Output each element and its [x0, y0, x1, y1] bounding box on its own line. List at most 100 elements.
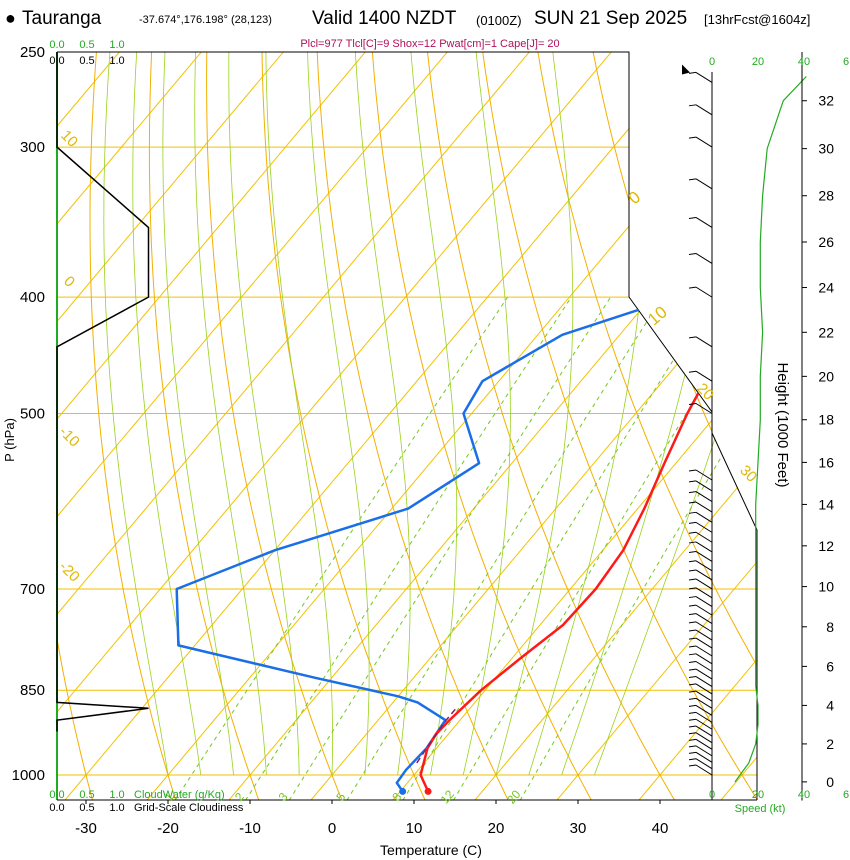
cloudwater-top-scale-label: 0.5: [79, 39, 94, 51]
moist-adiabat-line: [354, 52, 411, 776]
cloudiness-bottom-scale-label: 1.0: [109, 802, 124, 814]
wind-barb-flag: [688, 560, 697, 563]
wind-barb-flag: [688, 668, 697, 671]
mixing-ratio-line: [346, 296, 663, 800]
height-axis-label: Height (1000 Feet): [774, 362, 791, 487]
wind-barb: [695, 217, 713, 228]
height-tick-label: 18: [818, 412, 834, 428]
pressure-tick-label: 300: [20, 139, 45, 156]
moist-adiabat-line: [594, 52, 757, 776]
wind-barb: [695, 596, 713, 607]
surface-temperature-point: [424, 787, 432, 795]
wind-barb-flag: [688, 336, 697, 339]
theta-label: 0: [625, 187, 644, 208]
wind-barb-flag: [688, 764, 697, 767]
dry-adiabat-line: [370, 52, 595, 800]
height-tick-label: 10: [818, 579, 834, 595]
wind-barb: [695, 653, 713, 665]
wind-barb-flag: [688, 653, 697, 656]
valid-date: SUN 21 Sep 2025: [534, 8, 688, 29]
wind-barb-flag: [688, 621, 697, 624]
mixing-ratio-label: 12: [438, 787, 458, 806]
x-tick-label: -30: [75, 820, 97, 837]
wind-barb-flag: [688, 676, 697, 679]
wind-barb-flag: [688, 531, 697, 534]
cloudiness-top-scale-label: 0.0: [49, 55, 64, 67]
pressure-tick-label: 400: [20, 289, 45, 306]
mixing-ratio-label: 3: [276, 790, 291, 804]
moist-adiabat-line: [132, 52, 202, 776]
cloudiness-bottom-scale-label: 0.0: [49, 802, 64, 814]
speed-top-tick-label: 6: [843, 56, 849, 68]
params-text: Plcl=977 Tlcl[C]=9 Shox=12 Pwat[cm]=1 Ca…: [300, 38, 559, 50]
wind-barb: [695, 697, 713, 709]
pressure-tick-label: 1000: [12, 767, 45, 784]
wind-barb-flag: [688, 578, 697, 581]
wind-barb-flag: [688, 732, 697, 735]
dry-adiabat-line: [148, 52, 262, 800]
wind-barb: [695, 718, 713, 730]
wind-barb-flag: [688, 216, 697, 219]
wind-barb: [695, 621, 713, 633]
surface-dewpoint-point: [399, 787, 407, 795]
cloudwater-bottom-scale-label: 0.0: [49, 789, 64, 801]
height-tick-label: 16: [818, 454, 834, 470]
wind-barb-flag: [688, 178, 697, 181]
speed-bottom-tick-label: 6: [843, 789, 849, 801]
mixing-ratio-line: [519, 296, 757, 800]
mixing-ratio-label: 20: [504, 787, 524, 806]
wind-barb: [695, 613, 713, 624]
cloudwater-label: CloudWater (g/Kg): [134, 789, 225, 801]
wind-barb: [695, 732, 713, 744]
height-tick-label: 20: [818, 368, 834, 384]
isotherm-label: 20: [693, 380, 717, 404]
wind-barb-flag: [688, 587, 697, 590]
wind-barb: [695, 764, 713, 776]
mixing-ratio-label: 5: [333, 790, 348, 804]
height-tick-label: 30: [818, 141, 834, 157]
wind-barb-flag: [688, 541, 697, 544]
wind-pennant: [682, 64, 690, 75]
wind-barb-flag: [688, 718, 697, 721]
wind-barb: [695, 637, 713, 649]
x-axis-label: Temperature (C): [380, 842, 482, 858]
wind-barb-flag: [688, 725, 697, 728]
pressure-tick-label: 850: [20, 682, 45, 699]
dry-adiabat-line: [261, 52, 428, 800]
height-tick-label: 0: [826, 774, 834, 790]
wind-barb-flag: [688, 252, 697, 255]
mixing-ratio-line: [402, 296, 714, 800]
wind-barb: [695, 751, 713, 763]
wind-barb: [695, 136, 713, 148]
wind-barb-flag: [688, 738, 697, 741]
wind-barb: [695, 541, 713, 553]
cloudwater-bottom-scale-label: 0.5: [79, 789, 94, 801]
wind-barb: [695, 491, 713, 503]
wind-barb-flag: [688, 469, 697, 472]
wind-barb-flag: [688, 370, 697, 373]
wind-barb-flag: [688, 690, 697, 693]
wind-barb-flag: [688, 286, 697, 289]
wind-barb: [695, 551, 713, 562]
wind-barb: [695, 501, 713, 513]
wind-barb-flag: [688, 604, 697, 607]
wind-barb: [695, 668, 713, 680]
moist-adiabat-line: [228, 52, 300, 776]
height-tick-label: 12: [818, 538, 834, 554]
speed-bottom-tick-label: 40: [798, 789, 810, 801]
wind-barb-flag: [688, 596, 697, 599]
isotherm-line: [57, 52, 548, 800]
wind-barb: [695, 480, 713, 492]
height-tick-label: 26: [818, 234, 834, 250]
moist-adiabat-line: [410, 52, 458, 776]
x-tick-label: 40: [652, 820, 669, 837]
moist-adiabat-line: [462, 52, 511, 776]
x-tick-label: -10: [239, 820, 261, 837]
forecast-info: [13hrFcst@1604z]: [704, 12, 811, 27]
wind-barb: [695, 738, 713, 750]
speed-top-tick-label: 20: [752, 56, 764, 68]
wind-barb: [695, 286, 713, 298]
pressure-tick-label: 250: [20, 44, 45, 61]
wind-barb-flag: [688, 550, 697, 553]
